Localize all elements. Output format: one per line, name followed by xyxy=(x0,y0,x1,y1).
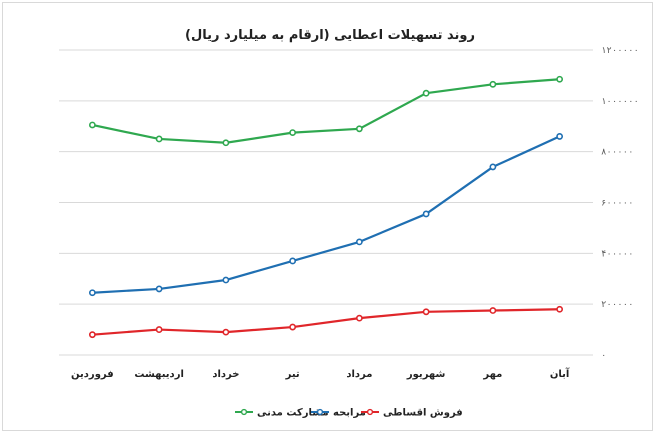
data-point xyxy=(556,133,564,140)
data-point xyxy=(489,80,497,88)
legend: مشارکت مدنی مرابحه فروش اقساطی xyxy=(235,408,463,419)
legend-label: مشارکت مدنی xyxy=(257,408,329,419)
data-point xyxy=(289,257,297,265)
y-tick-label: ۸۰۰۰۰۰ xyxy=(601,148,634,158)
data-point xyxy=(222,276,230,284)
data-point xyxy=(155,135,163,143)
y-tick-label: ۶۰۰۰۰۰ xyxy=(601,199,634,209)
data-point xyxy=(355,125,363,133)
x-tick-label: شهریور xyxy=(406,369,446,380)
x-tick-label: مرداد xyxy=(346,369,372,380)
data-point xyxy=(556,75,564,83)
data-point xyxy=(422,89,430,97)
data-point xyxy=(355,314,363,322)
x-axis-ticks: فروردین اردیبهشت خرداد تیر مرداد شهریور مهر آبا… xyxy=(71,367,570,380)
data-point xyxy=(355,238,363,246)
legend-marker xyxy=(366,408,374,416)
series-group xyxy=(88,75,564,339)
data-point xyxy=(489,163,497,171)
legend-marker xyxy=(240,408,248,416)
legend-marker xyxy=(316,408,324,416)
data-point xyxy=(289,323,297,331)
x-tick-label: مهر xyxy=(482,369,502,380)
data-point xyxy=(222,139,230,147)
y-tick-label: ۰ xyxy=(601,351,606,361)
chart-title: روند تسهیلات اعطایی (ارقام به میلیارد ری… xyxy=(185,28,475,43)
series-line xyxy=(92,135,561,294)
data-point xyxy=(422,308,430,316)
data-point xyxy=(422,210,430,218)
x-tick-label: آبان xyxy=(550,367,570,380)
y-tick-label: ۱۰۰۰۰۰۰ xyxy=(601,97,639,107)
series-line xyxy=(92,308,560,336)
data-point xyxy=(155,285,163,293)
data-point xyxy=(222,328,230,336)
y-axis-ticks: ۰ ۲۰۰۰۰۰ ۴۰۰۰۰۰ ۶۰۰۰۰۰ ۸۰۰۰۰۰ ۱۰۰۰۰۰۰ ۱۲۰۰۰۰۰ xyxy=(601,46,639,361)
data-point xyxy=(289,129,297,137)
data-point xyxy=(88,289,96,297)
grid-lines xyxy=(59,49,593,356)
data-point xyxy=(88,331,96,339)
data-point xyxy=(489,307,497,314)
legend-label: مرابحه xyxy=(333,408,366,419)
series-line xyxy=(92,78,560,144)
data-point xyxy=(155,326,163,333)
y-tick-label: ۴۰۰۰۰۰ xyxy=(601,249,634,259)
y-tick-label: ۲۰۰۰۰۰ xyxy=(601,300,634,310)
line-chart: روند تسهیلات اعطایی (ارقام به میلیارد ری… xyxy=(59,28,639,419)
data-point xyxy=(556,305,564,313)
legend-label: فروش اقساطی xyxy=(383,408,463,419)
x-tick-label: خرداد xyxy=(212,369,239,380)
y-tick-label: ۱۲۰۰۰۰۰ xyxy=(601,46,639,56)
x-tick-label: فروردین xyxy=(71,369,114,380)
x-tick-label: تیر xyxy=(285,369,300,380)
data-point xyxy=(88,121,96,129)
x-tick-label: اردیبهشت xyxy=(134,369,184,380)
